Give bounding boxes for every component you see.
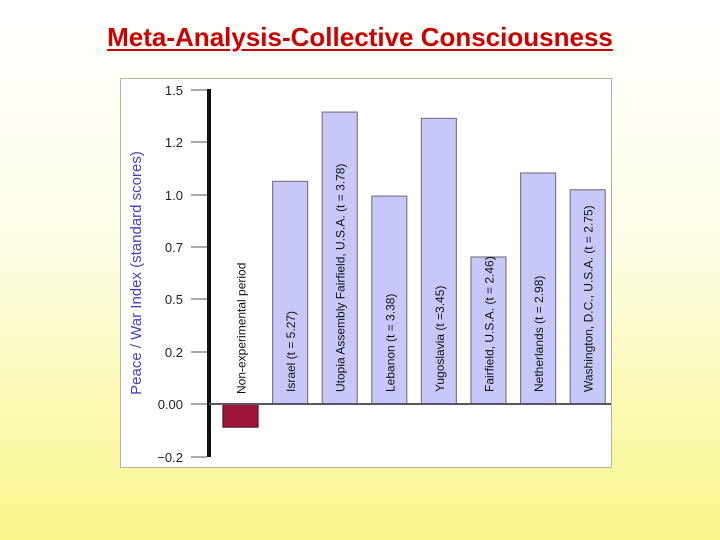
category-label: Netherlands (t = 2.98)	[532, 276, 546, 392]
y-tick-label: 1.2	[165, 135, 183, 150]
chart-panel: Peace / War Index (standard scores) 1.5 1.…	[120, 78, 612, 468]
bar	[272, 180, 309, 405]
y-tick-label: 0.5	[165, 292, 183, 307]
bar-chart: Peace / War Index (standard scores) 1.5 1.…	[128, 83, 611, 465]
y-axis-label: Peace / War Index (standard scores)	[128, 151, 145, 395]
category-label: Fairfield, U.S.A. (t = 2.46)	[483, 256, 497, 392]
category-label: Washington, D.C., U.S.A. (t = 2.75)	[582, 205, 596, 392]
category-label: Non-experimental period	[235, 263, 249, 394]
category-label: Israel (t = 5.27)	[284, 311, 298, 392]
y-tick-label: 0.2	[165, 345, 183, 360]
y-tick-label: 0.7	[165, 240, 183, 255]
y-tick-label: 1.5	[165, 83, 183, 98]
bar	[520, 172, 557, 405]
y-tick-label: −0.2	[157, 450, 183, 465]
slide-title: Meta-Analysis-Collective Consciousness	[107, 22, 613, 52]
y-tick-label: 1.0	[165, 188, 183, 203]
category-label: Yugoslavia (t =3.45)	[433, 286, 447, 392]
bar	[569, 189, 606, 405]
y-tick-label: 0.00	[158, 397, 183, 412]
category-label: Utopia Assembly Fairfield, U.S.A. (t = 3…	[334, 164, 348, 392]
bar	[222, 403, 259, 428]
category-label: Lebanon (t = 3.38)	[383, 294, 397, 392]
